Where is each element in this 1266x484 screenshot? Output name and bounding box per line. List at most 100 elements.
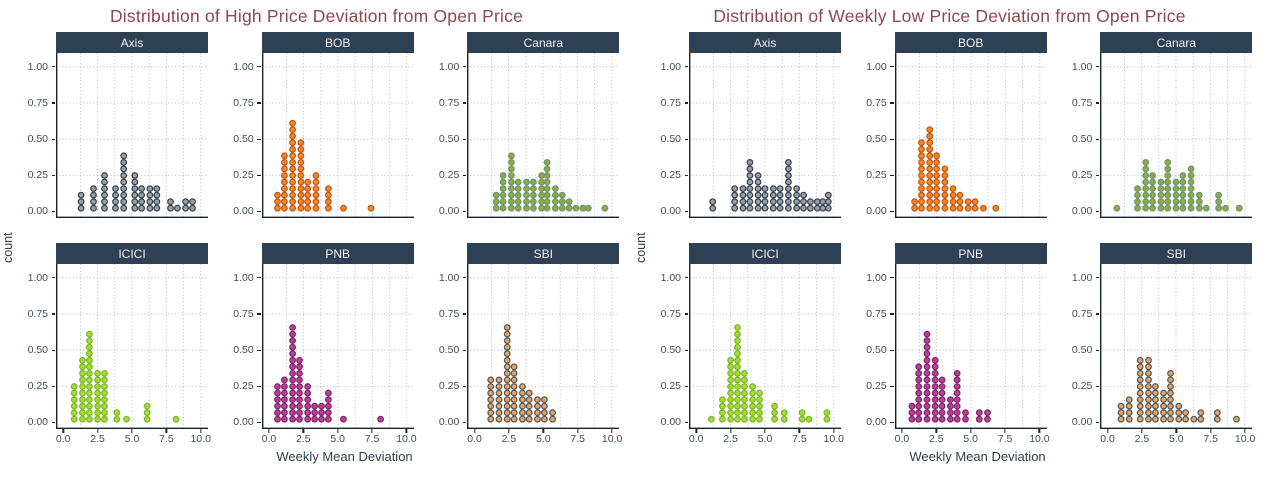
dot bbox=[756, 409, 763, 417]
y-tick-mark bbox=[684, 66, 688, 68]
dot bbox=[79, 356, 86, 364]
dotplot-sbi bbox=[467, 264, 620, 429]
dot bbox=[523, 178, 531, 186]
y-tick-label: 0.50 bbox=[27, 344, 48, 357]
dot bbox=[143, 415, 151, 423]
dot bbox=[1126, 396, 1133, 404]
dot bbox=[793, 191, 801, 199]
x-axis-sbi: 0.0 2.5 5.0 7.5 10.0 bbox=[1100, 429, 1255, 446]
dot-stack bbox=[1167, 369, 1175, 423]
dot bbox=[288, 191, 296, 199]
dot bbox=[495, 409, 503, 417]
dot bbox=[1117, 409, 1125, 417]
y-tick-label: 0.75 bbox=[233, 96, 254, 109]
y-axis-title-right: count bbox=[634, 232, 648, 264]
dot bbox=[932, 178, 940, 186]
dot bbox=[1134, 198, 1142, 206]
dot bbox=[120, 198, 128, 206]
dot-stack bbox=[324, 389, 332, 423]
dot bbox=[734, 402, 741, 410]
y-tick-mark bbox=[1095, 174, 1100, 176]
dot bbox=[749, 389, 757, 397]
dot bbox=[1164, 185, 1172, 193]
dot bbox=[303, 415, 311, 423]
x-tick-mark bbox=[833, 429, 835, 433]
dot bbox=[1188, 204, 1195, 212]
dot bbox=[504, 330, 511, 338]
y-tick-mark bbox=[684, 102, 688, 104]
dot bbox=[740, 376, 748, 384]
dot bbox=[1167, 389, 1175, 397]
facet-axis: Axis 1.00 0.75 0.50 0.25 0.00 bbox=[16, 32, 222, 218]
dot bbox=[273, 409, 281, 417]
dot bbox=[280, 198, 288, 206]
dot bbox=[526, 389, 533, 397]
dot-stack bbox=[1152, 383, 1160, 423]
dot bbox=[776, 198, 784, 206]
dot bbox=[953, 376, 961, 384]
dot bbox=[504, 409, 511, 417]
dot bbox=[914, 376, 922, 384]
dot bbox=[941, 198, 948, 206]
dot bbox=[504, 363, 511, 371]
x-axis-title-right: Weekly Mean Deviation bbox=[909, 449, 1046, 464]
dot bbox=[1137, 369, 1144, 377]
dot-stack bbox=[718, 396, 726, 423]
dot bbox=[131, 204, 139, 212]
y-axis-axis: 1.00 0.75 0.50 0.25 0.00 bbox=[16, 53, 56, 218]
dot bbox=[90, 185, 97, 193]
dot bbox=[946, 402, 954, 410]
dot-stack bbox=[805, 415, 813, 423]
dot bbox=[1179, 185, 1187, 193]
dot-stack bbox=[1236, 204, 1244, 212]
dotplot-sbi bbox=[1100, 264, 1253, 429]
dot bbox=[182, 198, 190, 206]
dot-stack bbox=[101, 172, 108, 212]
facet-strip-icici: ICICI bbox=[689, 243, 841, 264]
y-tick-mark bbox=[51, 210, 55, 213]
dot bbox=[131, 172, 139, 179]
dotplot-axis bbox=[689, 53, 841, 218]
x-tick-mark bbox=[1038, 429, 1041, 433]
dot bbox=[798, 415, 806, 423]
dot bbox=[297, 152, 304, 160]
dot bbox=[167, 198, 174, 206]
dot bbox=[1196, 204, 1204, 212]
dot bbox=[971, 204, 979, 212]
dot bbox=[746, 172, 754, 179]
dot bbox=[295, 356, 303, 364]
x-tick-label: 10.0 bbox=[823, 433, 844, 445]
dot bbox=[70, 415, 78, 423]
dot bbox=[1145, 409, 1153, 417]
panel-row-canara: 1.00 0.75 0.50 0.25 0.00 bbox=[427, 53, 633, 218]
dot bbox=[312, 191, 320, 199]
dot bbox=[153, 191, 161, 199]
facet-strip-canara: Canara bbox=[1100, 32, 1253, 53]
panel-canara bbox=[467, 53, 620, 218]
dot-stack bbox=[769, 185, 777, 212]
dot bbox=[94, 415, 102, 423]
dot-stack bbox=[523, 178, 531, 212]
dot bbox=[780, 415, 788, 423]
dot bbox=[1214, 409, 1222, 417]
y-tick-mark bbox=[462, 138, 467, 140]
dot bbox=[953, 396, 961, 404]
dot bbox=[519, 409, 527, 417]
dot bbox=[718, 396, 726, 404]
x-tick-mark bbox=[473, 429, 476, 433]
x-tick-mark bbox=[337, 429, 339, 433]
dot bbox=[941, 165, 948, 173]
dot bbox=[771, 415, 779, 423]
dot bbox=[1145, 396, 1153, 404]
panel-row-icici: 1.00 0.75 0.50 0.25 0.00 bbox=[16, 264, 222, 429]
dot bbox=[544, 191, 551, 199]
dot-stack bbox=[515, 178, 522, 212]
dot bbox=[549, 415, 557, 423]
dot bbox=[813, 204, 821, 212]
dot bbox=[189, 198, 196, 206]
x-tick-mark bbox=[371, 429, 373, 433]
facet-strip-label: PNB bbox=[325, 246, 350, 261]
dot bbox=[70, 389, 78, 397]
dot bbox=[923, 350, 931, 358]
dot bbox=[504, 343, 511, 351]
